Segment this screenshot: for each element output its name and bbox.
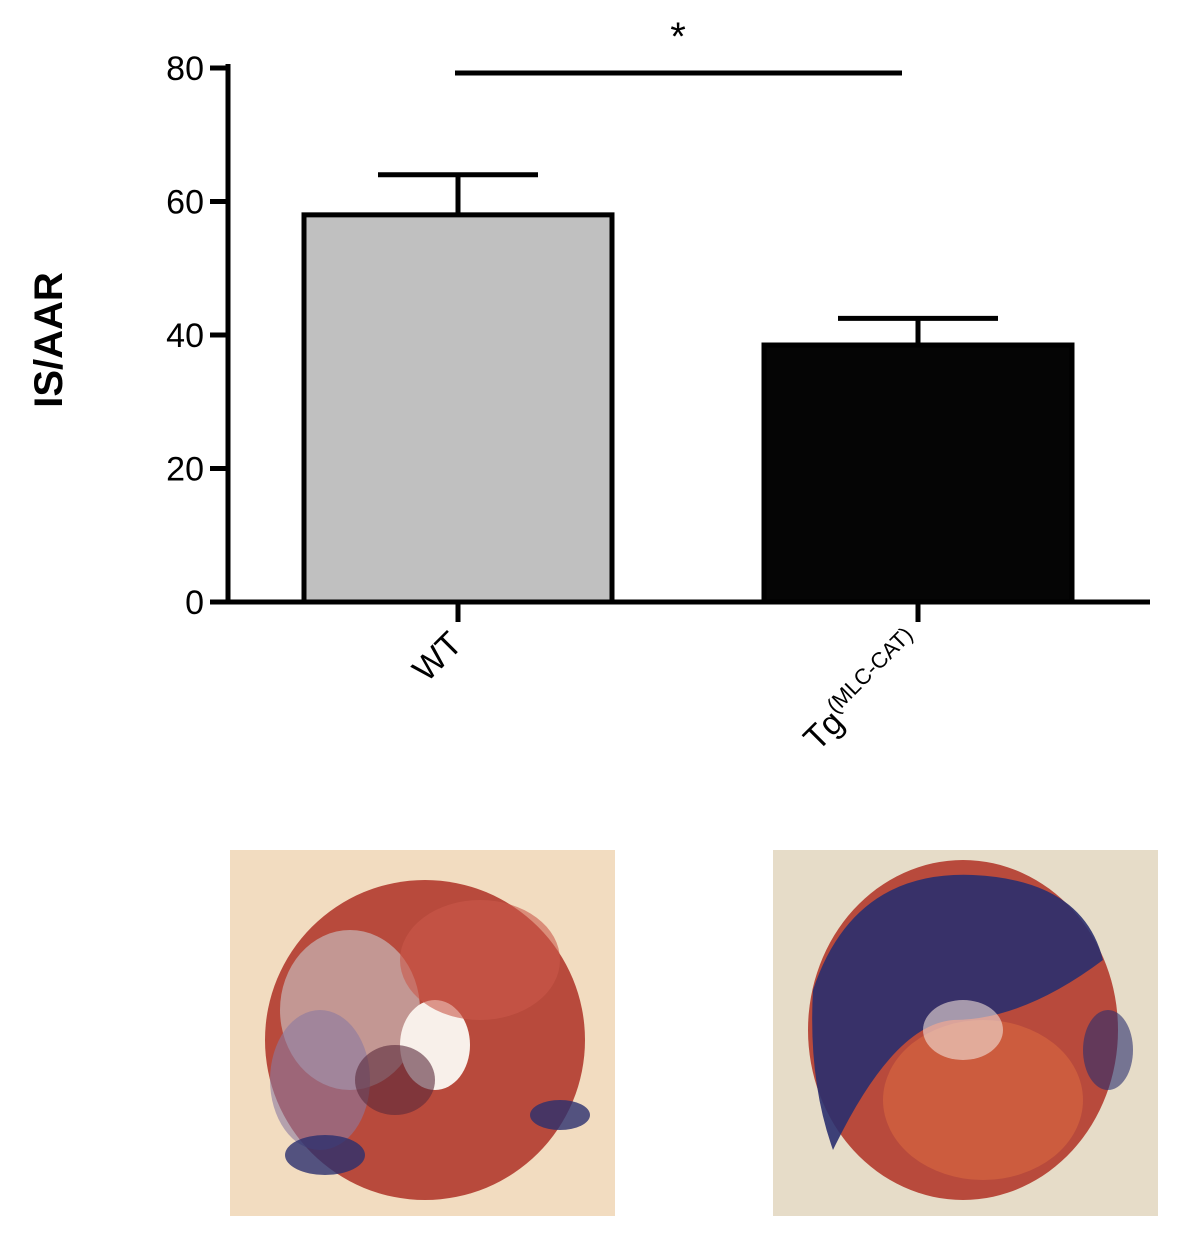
y-tick-label: 0 [185, 584, 204, 622]
wt-heart-section-image [230, 850, 615, 1216]
y-axis-label: IS/AAR [27, 272, 71, 408]
y-tick-label: 60 [166, 184, 204, 222]
y-tick-label: 40 [166, 317, 204, 355]
bar-tg [761, 342, 1075, 605]
y-tick-label: 20 [166, 451, 204, 489]
tg-heart-section-image [773, 850, 1158, 1216]
x-tick-label: Tg(MLC-CAT) [794, 622, 930, 758]
y-tick-label: 80 [166, 50, 204, 88]
bar-wt [301, 212, 615, 605]
bar-chart: IS/AAR 0 20 40 60 80 WT Tg(MLC-CAT) * [27, 15, 1150, 758]
significance-star: * [670, 15, 686, 59]
x-tick-label: WT [405, 625, 469, 689]
